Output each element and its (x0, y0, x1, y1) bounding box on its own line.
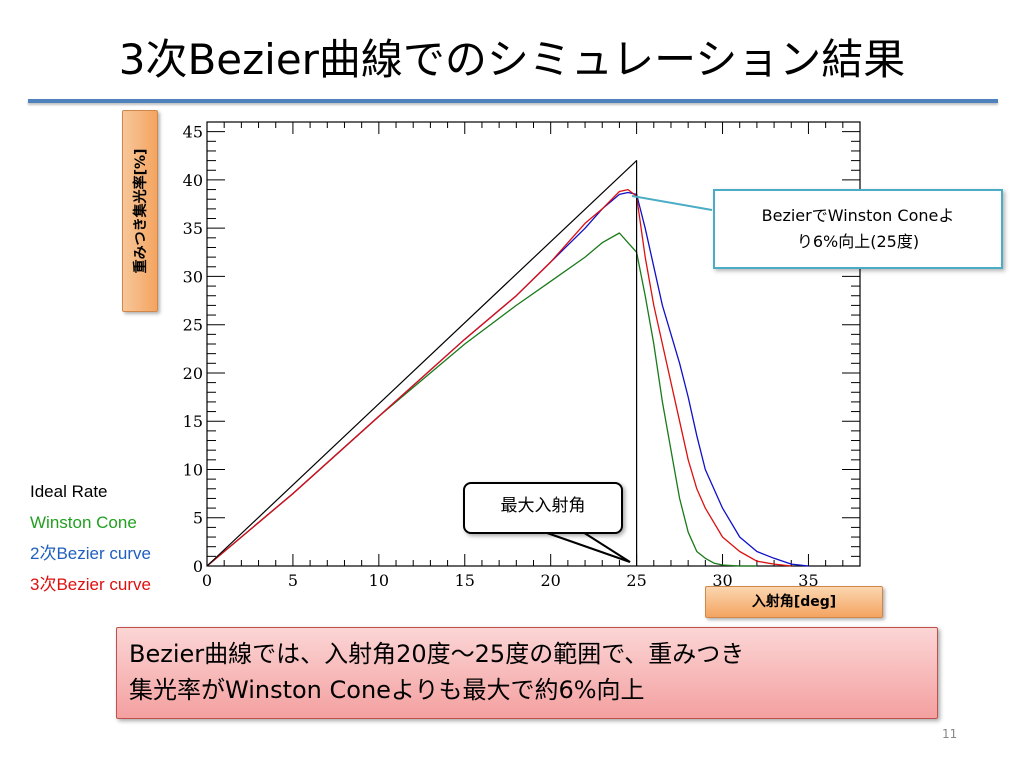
conclusion-line-2: 集光率がWinston Coneよりも最大で約6%向上 (129, 676, 645, 704)
y-tick-label: 0 (193, 557, 203, 576)
y-tick-label: 30 (183, 267, 203, 286)
x-tick-label: 25 (626, 571, 646, 590)
chart-legend: Ideal Rate Winston Cone 2次Bezier curve 3… (30, 476, 151, 600)
slide-title: 3次Bezier曲線でのシミュレーション結果 (118, 35, 906, 84)
series-bezier3 (206, 188, 792, 567)
series-winston-cone (206, 232, 757, 567)
x-tick-label: 30 (712, 571, 732, 590)
y-tick-label: 15 (183, 412, 203, 431)
legend-item-bezier3: 3次Bezier curve (30, 575, 151, 594)
x-tick-label: 35 (798, 571, 818, 590)
y-tick-label: 5 (193, 509, 203, 528)
title-divider (28, 99, 998, 103)
y-axis-label: 重みつき集光率[%] (122, 110, 158, 312)
chart-series (206, 160, 809, 567)
callout-line-1: BezierでWinston Coneよ (761, 206, 955, 225)
max-angle-callout: 最大入射角 (463, 482, 623, 534)
page-number: 11 (942, 727, 958, 741)
chart-ticks: 0 5 10 15 20 25 30 35 0 5 10 15 20 25 30 35 40 45 (183, 121, 861, 590)
legend-item-ideal: Ideal Rate (30, 482, 108, 501)
y-tick-label: 10 (183, 460, 203, 479)
x-tick-label: 10 (369, 571, 389, 590)
y-tick-label: 25 (183, 316, 203, 335)
callout-line-2: り6%向上(25度) (796, 232, 920, 251)
y-tick-label: 45 (183, 123, 203, 142)
conclusion-box: Bezier曲線では、入射角20度～25度の範囲で、重みつき 集光率がWinst… (116, 627, 938, 719)
legend-item-winston: Winston Cone (30, 513, 137, 532)
y-axis-label-text: 重みつき集光率[%] (133, 148, 149, 274)
y-tick-label: 35 (183, 219, 203, 238)
x-tick-label: 5 (288, 571, 298, 590)
x-tick-label: 20 (541, 571, 561, 590)
conclusion-line-1: Bezier曲線では、入射角20度～25度の範囲で、重みつき (129, 640, 745, 668)
improvement-callout: BezierでWinston Coneよ り6%向上(25度) (713, 189, 1003, 269)
x-tick-label: 0 (202, 571, 212, 590)
x-axis-label: 入射角[deg] (705, 586, 883, 618)
y-tick-label: 20 (183, 364, 203, 383)
callout-pointer (631, 195, 713, 211)
series-ideal-rate (206, 160, 638, 567)
x-tick-label: 15 (455, 571, 475, 590)
legend-item-bezier2: 2次Bezier curve (30, 544, 151, 563)
y-tick-label: 40 (183, 171, 203, 190)
